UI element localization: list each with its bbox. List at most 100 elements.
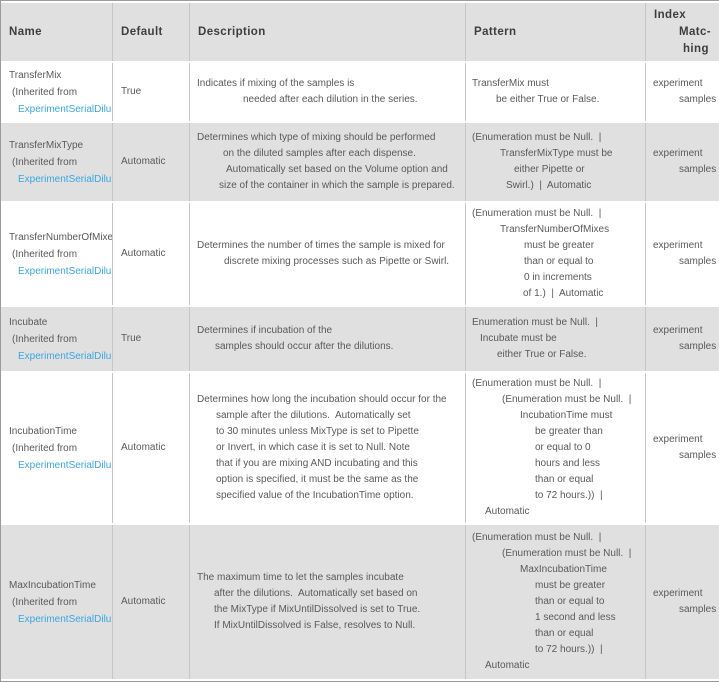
table-row: IncubationTime (Inherited from ExperimentS… [1, 373, 719, 523]
cell-index-matching: experiment samples [646, 63, 719, 121]
text-line: TransferNumberOfMixes [500, 224, 610, 235]
inherited-function-link[interactable]: ExperimentSerialDilu [18, 459, 112, 471]
text-line: IncubationTime must [520, 410, 613, 421]
inherited-function-link[interactable]: ExperimentSerialDilu [18, 173, 112, 185]
text-line: (Enumeration must be Null. | [502, 548, 632, 559]
cell-description: Determines if incubation of the samples s… [190, 307, 466, 371]
cell-pattern: (Enumeration must be Null. | TransferMixT… [466, 123, 646, 201]
cell-text: experiment samples [646, 432, 719, 464]
text-line: Determines the number of times the sampl… [197, 240, 445, 251]
cell-text: Enumeration must be Null. | Incubate must… [466, 315, 645, 363]
inherited-function-link[interactable]: ExperimentSerialDilu [18, 613, 112, 625]
text-line: Automatic [485, 506, 530, 517]
text-line: or Invert, in which case it is set to Nu… [216, 442, 410, 453]
text-line: IncubationTime [9, 425, 77, 437]
text-line: the MixType if MixUntilDissolved is set … [214, 604, 421, 615]
cell-text: Incubate (Inherited from ExperimentSerialD… [1, 314, 112, 365]
text-line: TransferMixType must be [500, 148, 613, 159]
inherited-function-link[interactable]: ExperimentSerialDilu [18, 265, 112, 277]
text-line: Default [121, 25, 163, 38]
cell-text: (Enumeration must be Null. | TransferNumb… [466, 206, 645, 302]
text-line: sample after the dilutions. Automaticall… [216, 410, 411, 421]
cell-text: True [113, 331, 189, 347]
cell-text: (Enumeration must be Null. | TransferMixT… [466, 130, 645, 194]
cell-text: experiment samples [646, 146, 719, 178]
cell-name: MaxIncubationTime (Inherited from Experime… [1, 525, 113, 679]
text-line: (Inherited from [12, 442, 78, 454]
cell-text: MaxIncubationTime (Inherited from Experime… [1, 577, 112, 628]
default-value: Automatic [121, 248, 166, 259]
text-line: Determines how long the incubation shoul… [197, 394, 447, 405]
inherited-function-link[interactable]: ExperimentSerialDilu [18, 350, 112, 362]
cell-pattern: (Enumeration must be Null. | TransferNumb… [466, 203, 646, 305]
table-row: MaxIncubationTime (Inherited from Experime… [1, 525, 719, 679]
column-header-index: Index Matc-hing [646, 3, 719, 61]
text-line: samples [679, 94, 717, 105]
text-line: either Pipette or [514, 164, 585, 175]
text-line: (Inherited from [12, 333, 78, 345]
default-value: Automatic [121, 442, 166, 453]
cell-default: True [113, 63, 190, 121]
cell-text: experiment samples [646, 323, 719, 355]
text-line: than or equal to [524, 256, 594, 267]
cell-default: Automatic [113, 373, 190, 523]
cell-index-matching: experiment samples [646, 307, 719, 371]
text-line: (Enumeration must be Null. | [472, 532, 602, 543]
cell-text: Description [190, 24, 465, 41]
text-line: experiment [653, 240, 703, 251]
cell-text: Determines how long the incubation shoul… [190, 392, 465, 504]
cell-text: Determines which type of mixing should b… [190, 130, 465, 194]
text-line: (Enumeration must be Null. | [502, 394, 632, 405]
text-line: 1 second and less [535, 612, 616, 623]
text-line: (Enumeration must be Null. | [472, 132, 602, 143]
column-header-pattern: Pattern [466, 3, 646, 61]
cell-text: True [113, 84, 189, 100]
text-line: Automatically set based on the Volume op… [226, 164, 448, 175]
text-line: experiment [653, 78, 703, 89]
cell-text: Automatic [113, 440, 189, 456]
cell-name: Incubate (Inherited from ExperimentSerialD… [1, 307, 113, 371]
cell-name: TransferMix (Inherited from ExperimentSeri… [1, 63, 113, 121]
text-line: (Inherited from [12, 596, 78, 608]
cell-pattern: (Enumeration must be Null. | (Enumeration… [466, 373, 646, 523]
header-row: Name Default Description Pattern Index Matc-h… [1, 3, 719, 61]
text-line: samples [679, 164, 717, 175]
text-line: after the dilutions. Automatically set b… [214, 588, 418, 599]
cell-name: TransferMixType (Inherited from Experiment… [1, 123, 113, 201]
text-line: discrete mixing processes such as Pipett… [224, 256, 450, 267]
text-line: (Enumeration must be Null. | [472, 378, 602, 389]
cell-name: TransferNumberOfMixe (Inherited from Exper… [1, 203, 113, 305]
text-line: or equal to 0 [535, 442, 591, 453]
text-line: (Inherited from [12, 248, 78, 260]
cell-description: Determines which type of mixing should b… [190, 123, 466, 201]
cell-text: Determines if incubation of the samples s… [190, 323, 465, 355]
text-line: Enumeration must be Null. | [472, 317, 598, 328]
text-line: experiment [653, 588, 703, 599]
inherited-function-link[interactable]: ExperimentSerialDilu [18, 103, 112, 115]
text-line: to 72 hours.)) | [535, 644, 603, 655]
text-line: (Enumeration must be Null. | [472, 208, 602, 219]
cell-text: Determines the number of times the sampl… [190, 238, 465, 270]
text-line: samples should occur after the dilutions… [215, 341, 394, 352]
text-line: than or equal to [535, 596, 605, 607]
text-line: to 72 hours.)) | [535, 490, 603, 501]
cell-text: Automatic [113, 246, 189, 262]
cell-text: IncubationTime (Inherited from ExperimentS… [1, 423, 112, 474]
text-line: TransferMix must [472, 78, 549, 89]
cell-index-matching: experiment samples [646, 123, 719, 201]
text-line: samples [679, 604, 717, 615]
text-line: experiment [653, 148, 703, 159]
text-line: TransferMix [9, 69, 62, 81]
table-row: Incubate (Inherited from ExperimentSerialD… [1, 307, 719, 371]
text-line: Indicates if mixing of the samples is [197, 78, 355, 89]
text-line: The maximum time to let the samples incu… [197, 572, 404, 583]
text-line: must be greater [524, 240, 595, 251]
text-line: needed after each dilution in the series… [243, 94, 418, 105]
cell-name: IncubationTime (Inherited from ExperimentS… [1, 373, 113, 523]
text-line: be either True or False. [496, 94, 600, 105]
column-header-name: Name [1, 3, 113, 61]
text-line: size of the container in which the sampl… [219, 180, 455, 191]
text-line: that if you are mixing AND incubating an… [216, 458, 418, 469]
cell-text: experiment samples [646, 238, 719, 270]
cell-pattern: TransferMix must be either True or False. [466, 63, 646, 121]
